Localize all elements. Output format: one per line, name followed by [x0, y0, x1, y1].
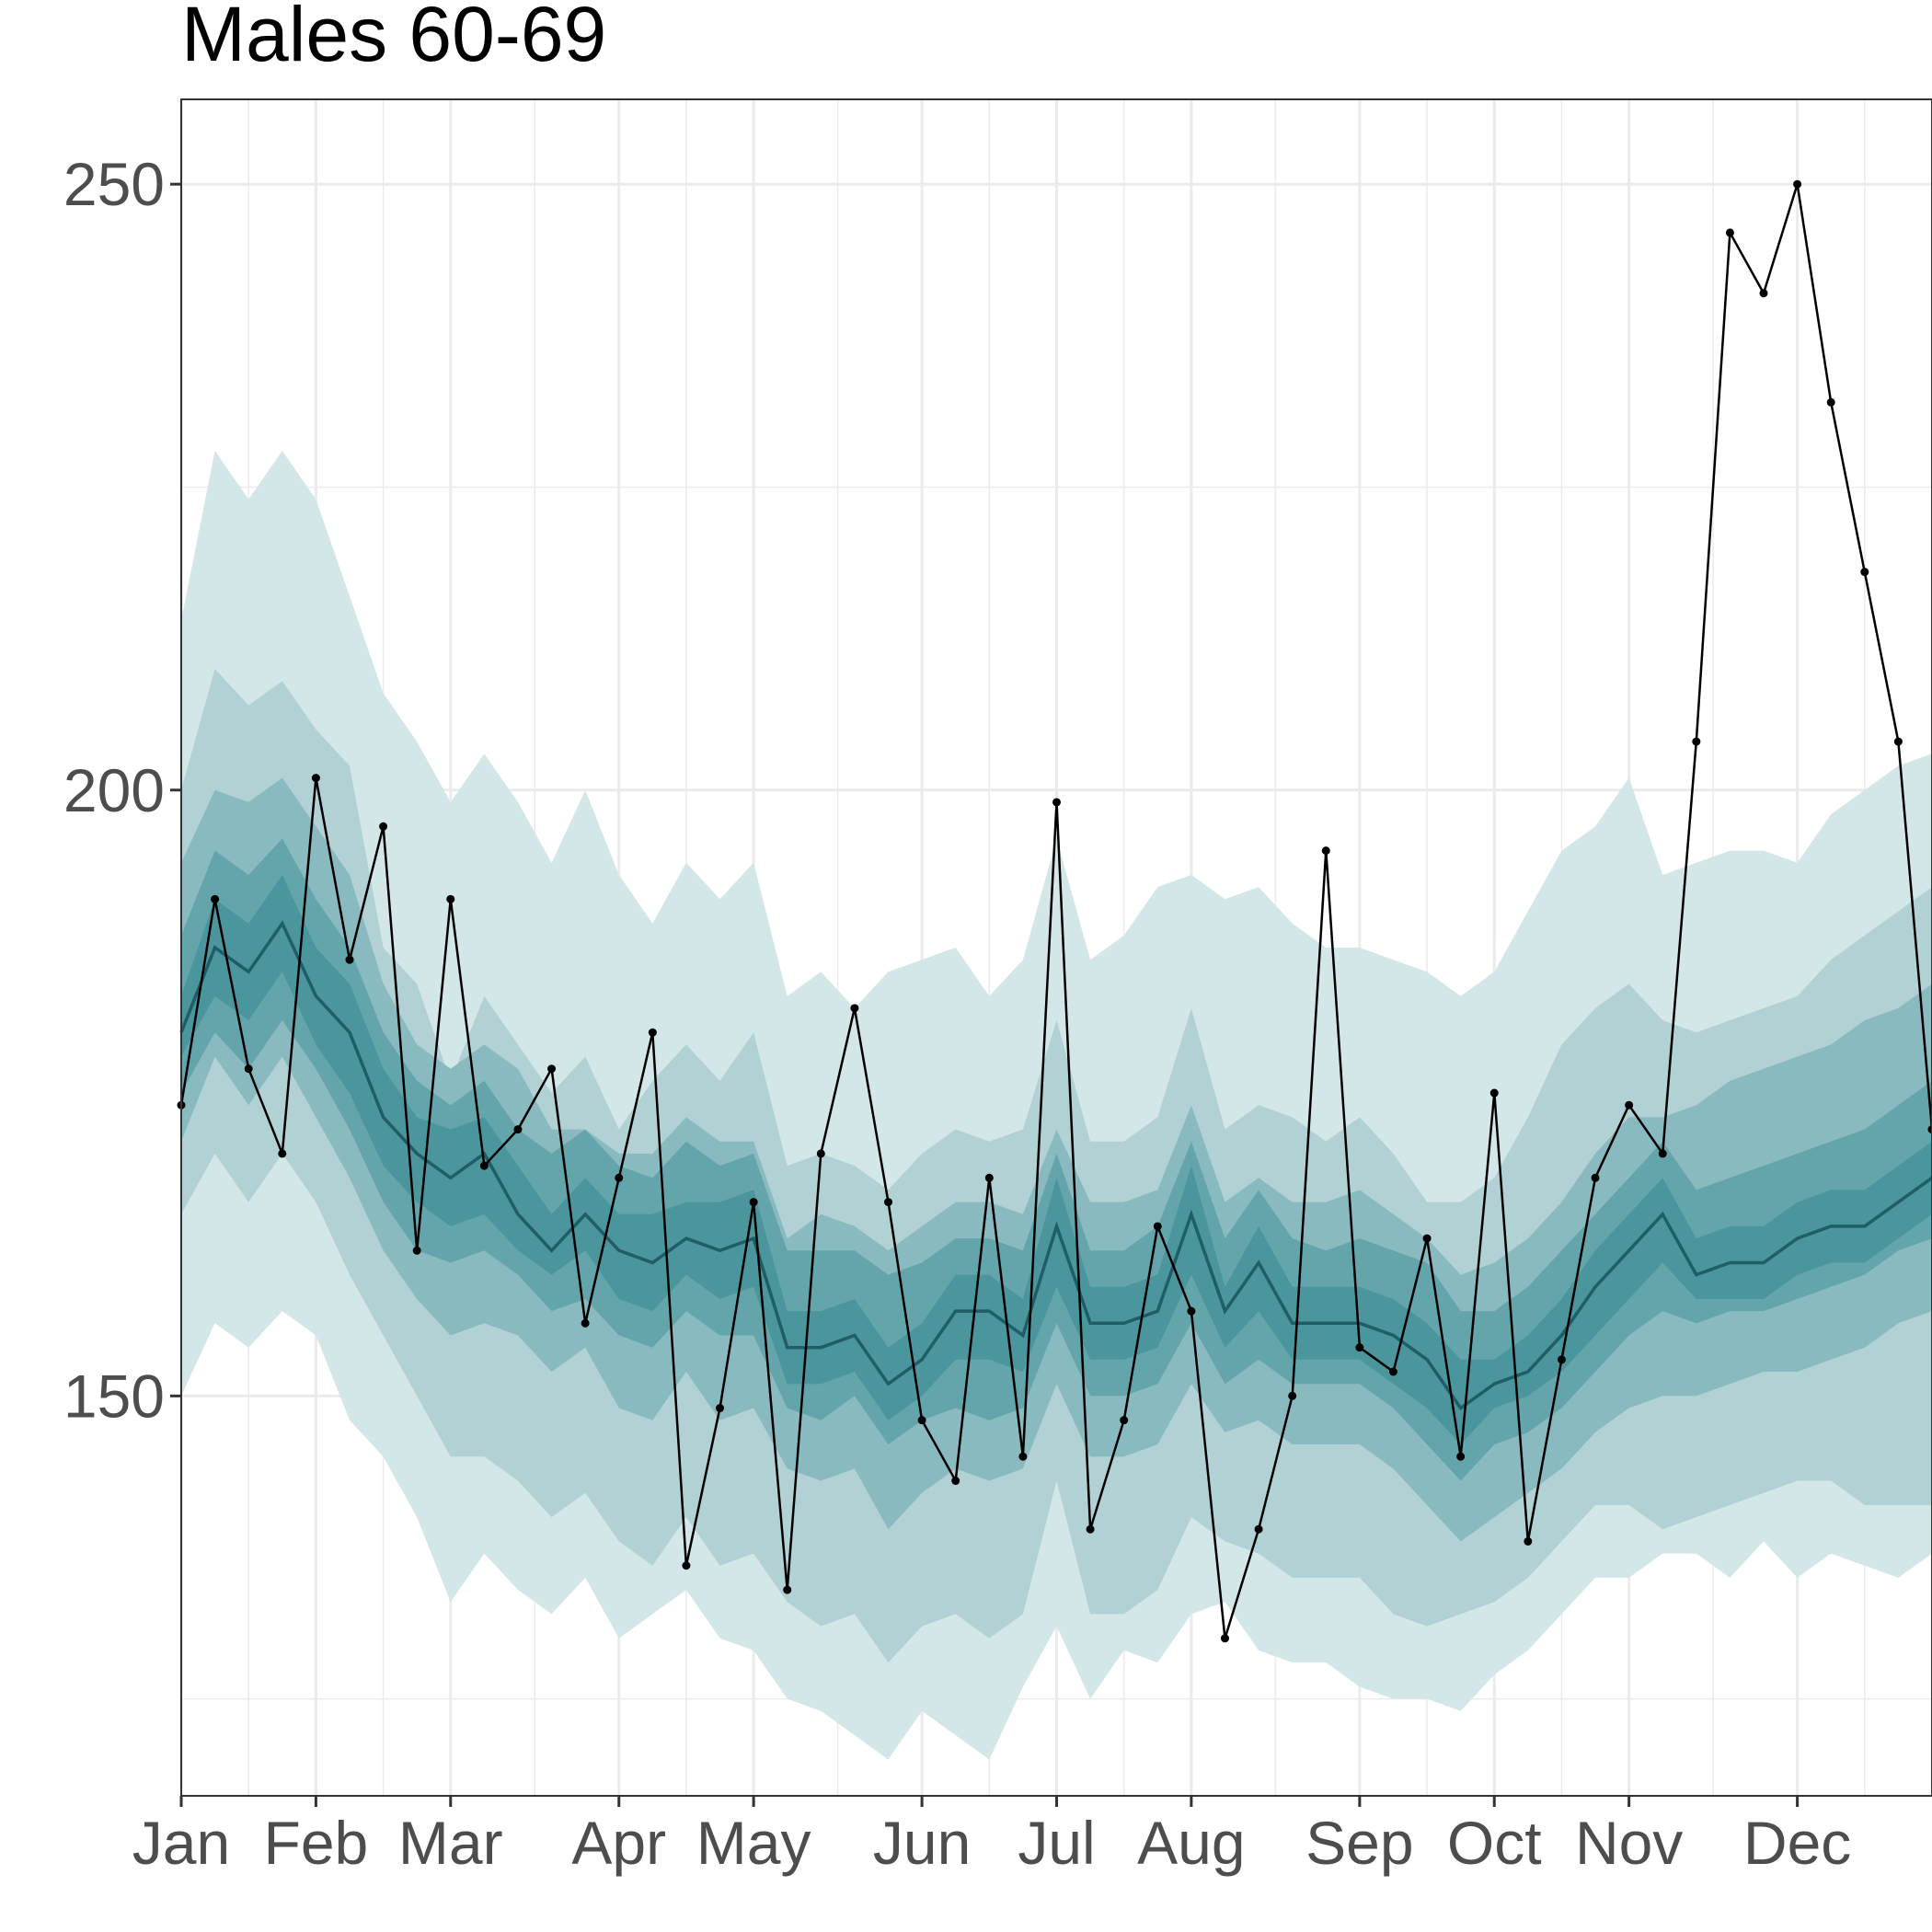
- observed-point: [816, 1149, 825, 1158]
- x-tick-label: May: [696, 1809, 811, 1877]
- fan-bands: [181, 451, 1932, 1760]
- observed-point: [1826, 397, 1835, 407]
- observed-point: [682, 1561, 691, 1570]
- x-tick-label: Aug: [1137, 1809, 1245, 1877]
- observed-point: [1388, 1367, 1397, 1376]
- observed-point: [1086, 1524, 1095, 1534]
- observed-point: [1692, 737, 1701, 746]
- median-line: [179, 920, 1932, 1410]
- x-tick-label: Apr: [571, 1809, 666, 1877]
- observed-point: [615, 1173, 624, 1182]
- x-tick-label: Nov: [1575, 1809, 1683, 1877]
- x-tick-label: Sep: [1305, 1809, 1413, 1877]
- observed-point: [1860, 568, 1869, 577]
- observed-point: [716, 1404, 725, 1413]
- observed-point: [984, 1173, 994, 1182]
- observed-point: [951, 1477, 960, 1486]
- x-axis: Jan Feb Mar Apr May Jun Jul Aug Sep Oct Nov Dec: [132, 1796, 1851, 1877]
- observed-point: [379, 822, 388, 831]
- observed-point: [345, 955, 354, 964]
- observed-point: [749, 1198, 758, 1207]
- observed-point: [884, 1198, 893, 1207]
- observed-point: [1759, 289, 1768, 298]
- observed-point: [547, 1064, 557, 1074]
- observed-point: [311, 774, 320, 783]
- observed-point: [211, 894, 220, 903]
- observed-point: [783, 1585, 792, 1594]
- observed-point: [1625, 1100, 1634, 1110]
- observed-point: [581, 1318, 590, 1328]
- y-tick-label: 200: [63, 756, 165, 824]
- x-tick-label: Jun: [873, 1809, 971, 1877]
- x-tick-label: Jan: [132, 1809, 230, 1877]
- observed-point: [278, 1149, 287, 1158]
- x-tick-label: Dec: [1743, 1809, 1851, 1877]
- observed-point: [1524, 1536, 1533, 1546]
- observed-point: [1793, 179, 1802, 189]
- y-tick-label: 250: [63, 150, 165, 218]
- y-tick-label: 150: [63, 1362, 165, 1430]
- observed-point: [1220, 1634, 1229, 1643]
- observed-point: [1591, 1173, 1600, 1182]
- observed-point: [244, 1064, 253, 1074]
- chart-title: Males 60-69: [181, 0, 606, 77]
- observed-point: [513, 1125, 523, 1134]
- observed-point: [1321, 846, 1330, 856]
- observed-point: [1725, 228, 1734, 237]
- observed-point: [479, 1161, 489, 1170]
- observed-point: [1422, 1234, 1432, 1243]
- observed-point: [1456, 1452, 1466, 1461]
- y-axis: 150 200 250: [63, 150, 181, 1430]
- observed-point: [1187, 1306, 1196, 1316]
- observed-point: [1120, 1416, 1129, 1425]
- x-tick-label: Oct: [1447, 1809, 1542, 1877]
- observed-point: [1893, 737, 1903, 746]
- observed-point: [1489, 1088, 1499, 1098]
- observed-point: [1927, 1125, 1932, 1134]
- plot-panel: [177, 98, 1932, 1797]
- observed-point: [1052, 798, 1061, 807]
- observed-point: [1658, 1149, 1667, 1158]
- observed-point: [648, 1028, 657, 1037]
- observed-point: [917, 1416, 926, 1425]
- x-tick-label: Jul: [1018, 1809, 1095, 1877]
- x-tick-label: Feb: [264, 1809, 369, 1877]
- observed-point: [1153, 1222, 1162, 1231]
- observed-point: [446, 894, 455, 903]
- observed-point: [1557, 1355, 1566, 1364]
- observed-point: [1355, 1343, 1364, 1352]
- observed-point: [1288, 1391, 1297, 1400]
- observed-points: [177, 179, 1932, 1643]
- observed-point: [850, 1004, 859, 1013]
- x-tick-label: Mar: [398, 1809, 503, 1877]
- band-4: [181, 838, 1932, 1481]
- observed-point: [1254, 1524, 1263, 1534]
- observed-point: [1018, 1452, 1028, 1461]
- observed-point: [412, 1246, 421, 1255]
